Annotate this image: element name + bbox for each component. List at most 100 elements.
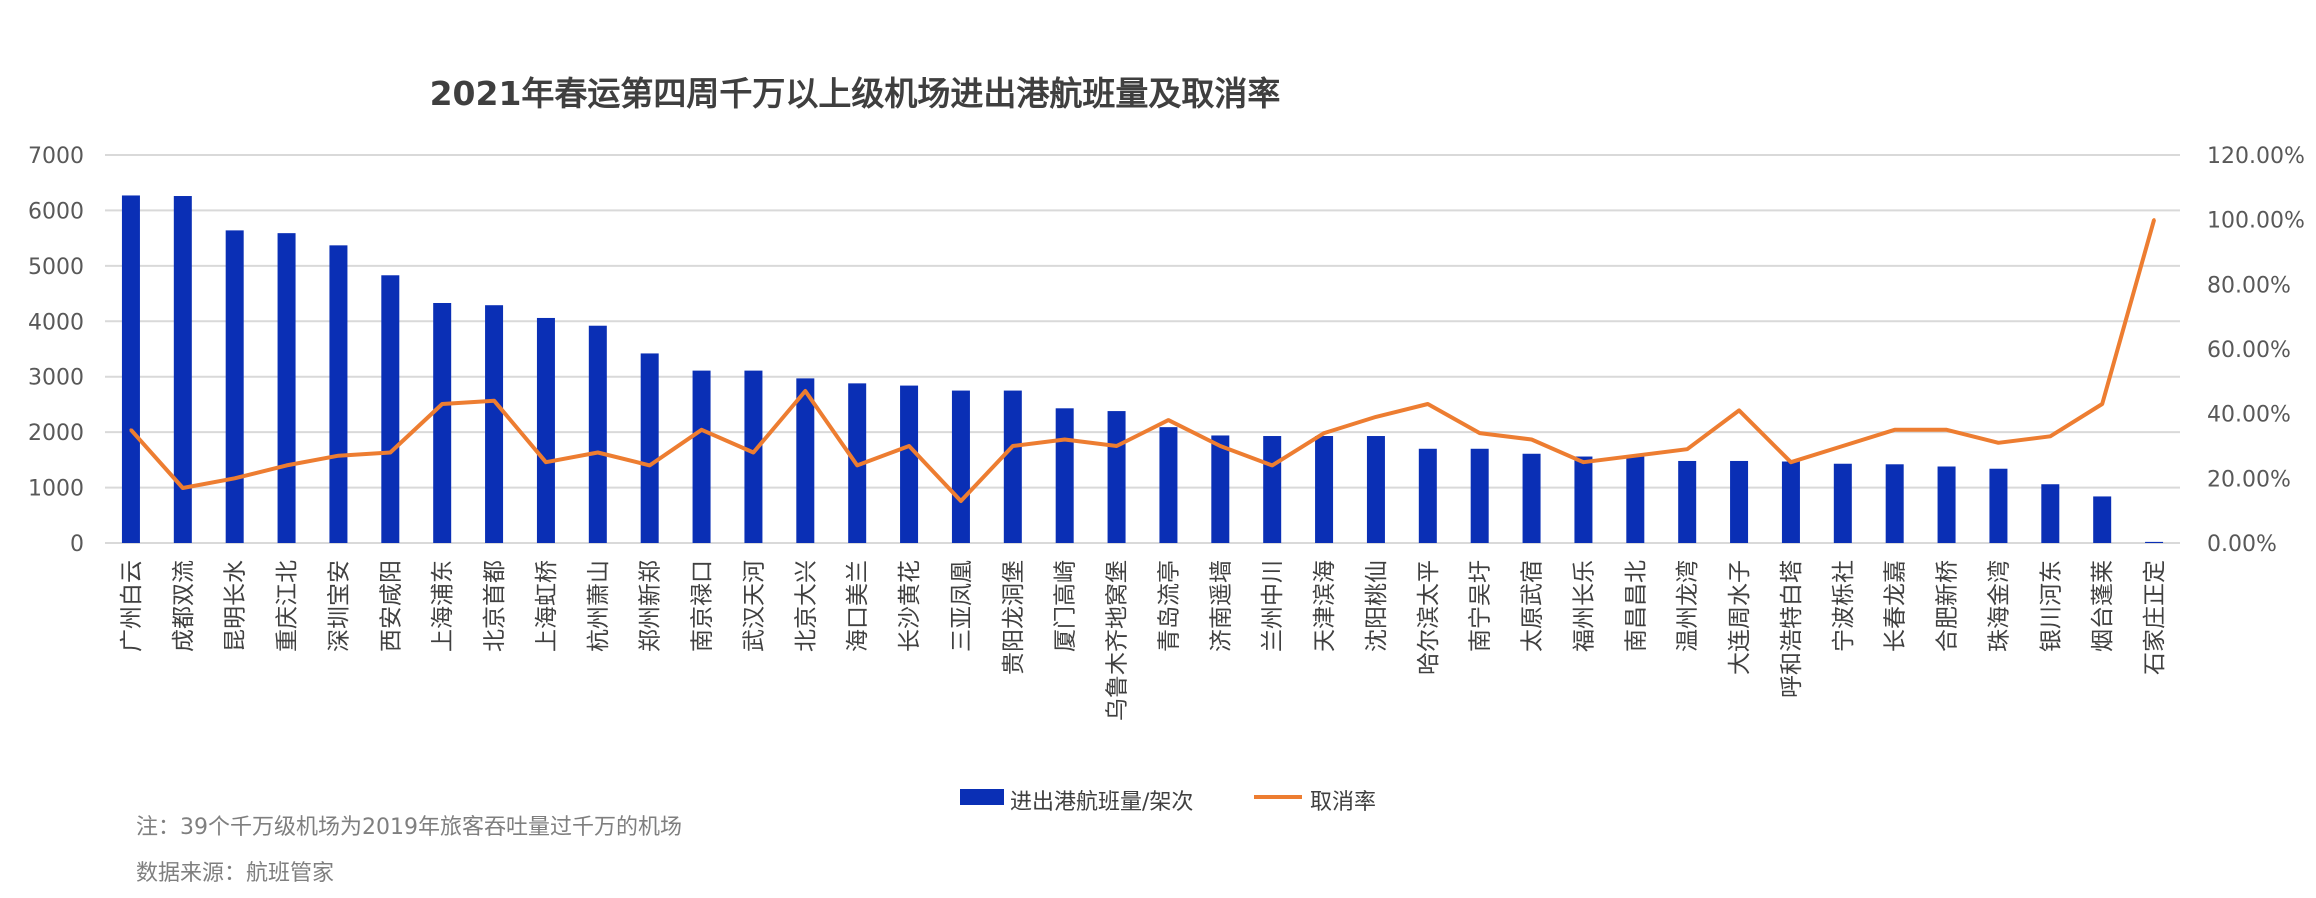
line-point (388, 450, 392, 454)
bar (1366, 436, 1385, 543)
y-right-tick-label: 0.00% (2207, 532, 2277, 557)
cancellation-rate-line (129, 219, 2157, 503)
bar (1833, 463, 1852, 543)
y-right-tick-label: 40.00% (2207, 403, 2291, 428)
bar (1418, 448, 1437, 543)
category-label: 长春龙嘉 (1883, 560, 1909, 652)
category-label: 太原武宿 (1520, 560, 1546, 652)
bar (2041, 484, 2060, 543)
line-point (1218, 444, 1222, 448)
y-right-tick-label: 100.00% (2207, 209, 2305, 234)
line-point (1633, 454, 1637, 458)
category-label: 石家庄正定 (2142, 560, 2168, 675)
legend-bar-swatch (960, 789, 1004, 805)
bar (381, 275, 400, 543)
category-label: 合肥新桥 (1935, 560, 1961, 652)
category-label: 上海浦东 (430, 560, 456, 652)
category-label: 北京首都 (482, 560, 508, 652)
line-point (1789, 460, 1793, 464)
x-axis-categories: 广州白云 成都双流 昆明长水 重庆江北 深圳宝安 西安咸阳 上海浦东 北京首都 上海虹桥 杭州萧山… (119, 560, 2168, 721)
y-left-tick-label: 5000 (28, 255, 84, 280)
bar (692, 370, 711, 543)
line-point (1374, 415, 1378, 419)
bar (900, 385, 919, 543)
line-series (129, 218, 2157, 503)
line-point (700, 428, 704, 432)
line-point (1063, 438, 1067, 442)
category-label: 深圳宝安 (326, 560, 352, 652)
bar (1730, 460, 1749, 543)
bar (277, 233, 296, 543)
category-label: 烟台蓬莱 (2090, 560, 2116, 652)
line-point (1426, 402, 1430, 406)
line-point (1115, 444, 1119, 448)
line-point (907, 444, 911, 448)
bar (1003, 390, 1022, 543)
bar (1885, 464, 1904, 543)
category-label: 武汉天河 (741, 560, 767, 652)
category-label: 济南遥墙 (1208, 560, 1234, 652)
category-label: 成都双流 (171, 560, 197, 652)
y-right-tick-label: 60.00% (2207, 338, 2291, 363)
category-label: 青岛流亭 (1156, 560, 1182, 652)
line-point (336, 454, 340, 458)
category-label: 三亚凤凰 (949, 560, 975, 652)
line-point (803, 389, 807, 393)
bar-series (121, 195, 2164, 543)
category-label: 哈尔滨太平 (1416, 560, 1442, 675)
y-axis-right: 0.00% 20.00% 40.00% 60.00% 80.00% 100.00% 120.… (2207, 144, 2305, 557)
category-label: 兰州中川 (1260, 560, 1286, 652)
bar (640, 353, 659, 543)
category-label: 沈阳桃仙 (1364, 560, 1390, 652)
bar (1159, 427, 1178, 543)
bar (2093, 496, 2112, 543)
chart-title: 2021年春运第四周千万以上级机场进出港航班量及取消率 (430, 74, 1281, 113)
y-left-tick-label: 6000 (28, 199, 84, 224)
line-point (233, 476, 237, 480)
line-point (1581, 460, 1585, 464)
legend-bar-label: 进出港航班量/架次 (1010, 790, 1193, 815)
bar (1574, 456, 1593, 543)
bar (536, 317, 555, 543)
y-left-tick-label: 3000 (28, 366, 84, 391)
y-left-tick-label: 0 (70, 532, 84, 557)
category-label: 南昌昌北 (1623, 560, 1649, 652)
line-point (285, 463, 289, 467)
line-point (181, 486, 185, 490)
line-point (596, 450, 600, 454)
y-left-tick-label: 2000 (28, 421, 84, 446)
bar (1055, 408, 1074, 543)
y-left-tick-label: 7000 (28, 144, 84, 169)
data-source: 数据来源：航班管家 (136, 861, 334, 886)
bar (1626, 456, 1645, 543)
category-label: 郑州新郑 (638, 560, 664, 652)
category-label: 珠海金湾 (1986, 560, 2012, 652)
bar (1989, 468, 2008, 543)
category-label: 南京禄口 (690, 560, 716, 652)
category-label: 乌鲁木齐地窝堡 (1105, 560, 1131, 721)
legend-line-label: 取消率 (1310, 790, 1376, 815)
footnote: 注：39个千万级机场为2019年旅客吞吐量过千万的机场 (136, 815, 682, 840)
bar (1678, 460, 1697, 543)
line-point (1737, 408, 1741, 412)
bar (1263, 436, 1282, 543)
category-label: 海口美兰 (845, 560, 871, 652)
category-label: 南宁吴圩 (1468, 560, 1494, 652)
bar (433, 302, 452, 543)
line-point (1530, 438, 1534, 442)
gridlines (105, 154, 2180, 544)
category-label: 杭州萧山 (586, 560, 612, 652)
bar (485, 305, 504, 543)
line-point (440, 402, 444, 406)
line-point (2048, 434, 2052, 438)
category-label: 宁波栎社 (1831, 560, 1857, 652)
line-point (2152, 218, 2156, 222)
category-label: 天津滨海 (1312, 560, 1338, 652)
line-point (129, 428, 133, 432)
line-point (1893, 428, 1897, 432)
bar (173, 196, 192, 543)
bar (329, 245, 348, 543)
category-label: 北京大兴 (793, 560, 819, 652)
bar (1781, 461, 1800, 543)
